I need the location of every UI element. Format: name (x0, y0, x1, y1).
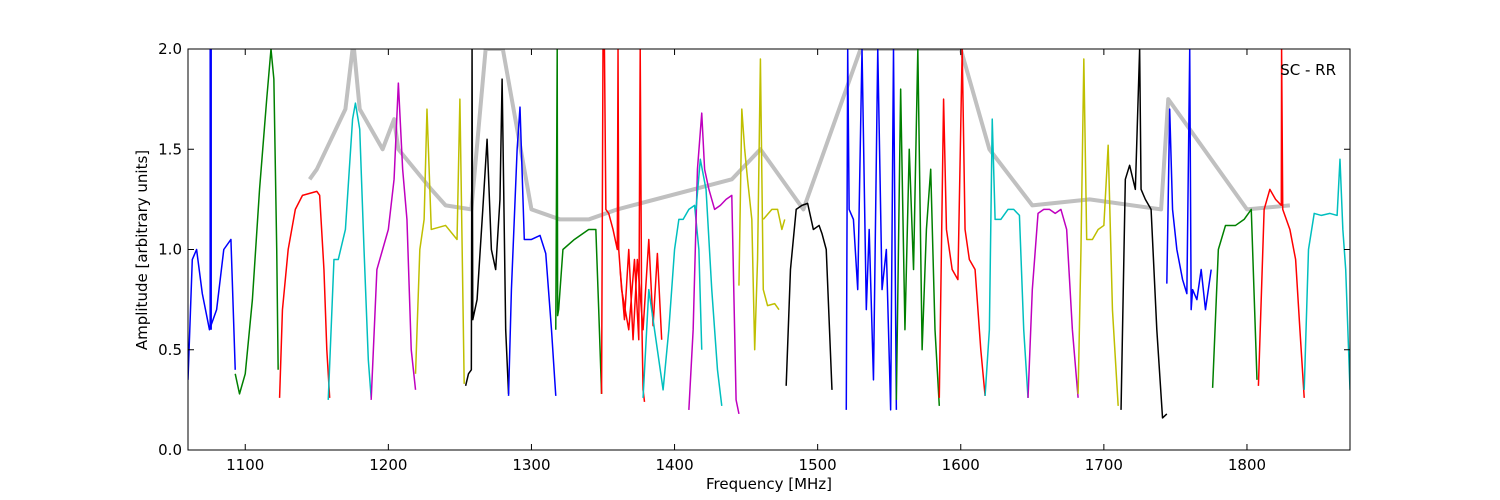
series-line-red (619, 238, 663, 341)
plot-area (188, 49, 1350, 450)
x-axis-label: Frequency [MHz] (706, 475, 832, 493)
series-line-cyan (642, 204, 703, 398)
x-tick-label: 1100 (226, 456, 264, 474)
series-line-magenta (370, 82, 417, 400)
x-tick-label: 1500 (799, 456, 837, 474)
series-line-yellow (1077, 58, 1119, 406)
series-line-red (278, 190, 331, 398)
series-line-black (785, 202, 833, 390)
series-line-blue (507, 106, 557, 396)
y-tick-label: 0.0 (158, 441, 182, 459)
series-line-green (555, 49, 603, 394)
x-tick-label: 1600 (942, 456, 980, 474)
series-line-green (1211, 208, 1258, 388)
background-trace (308, 49, 1291, 222)
y-tick-label: 0.5 (158, 341, 182, 359)
x-tick-label: 1300 (512, 456, 550, 474)
series-line-blue (1166, 49, 1212, 311)
series-line-yellow (738, 58, 780, 351)
series-line-green (234, 49, 279, 395)
series-layer (188, 49, 1350, 419)
series-line-black (464, 49, 510, 394)
series-line-green (895, 49, 941, 406)
x-tick-label: 1700 (1085, 456, 1123, 474)
series-line-red (1257, 49, 1305, 398)
x-tick-label: 1800 (1228, 456, 1266, 474)
y-tick-label: 2.0 (158, 40, 182, 58)
series-line-yellow (414, 98, 465, 384)
x-tick-label: 1200 (369, 456, 407, 474)
series-line-cyan (984, 118, 1029, 398)
x-tick-label: 1400 (655, 456, 693, 474)
series-line-red (938, 49, 986, 398)
series-line-cyan (327, 102, 372, 400)
series-line-black (1120, 49, 1168, 419)
chart-annotation: SC - RR (1280, 61, 1336, 79)
series-line-red (600, 49, 646, 402)
y-axis: 0.0 0.5 1.0 1.5 2.0 (158, 40, 1350, 459)
y-axis-label: Amplitude [arbitrary units] (133, 150, 151, 350)
series-line-cyan (695, 158, 723, 406)
y-tick-label: 1.0 (158, 241, 182, 259)
series-line-blue (845, 49, 898, 411)
x-axis: 1100 1200 1300 1400 1500 1600 1700 1800 (226, 49, 1266, 474)
background-series-layer (308, 49, 1291, 222)
series-line-blue (209, 49, 212, 330)
series-line-magenta (1027, 208, 1079, 398)
series-line-yellow (762, 208, 786, 231)
y-tick-label: 1.5 (158, 140, 182, 158)
